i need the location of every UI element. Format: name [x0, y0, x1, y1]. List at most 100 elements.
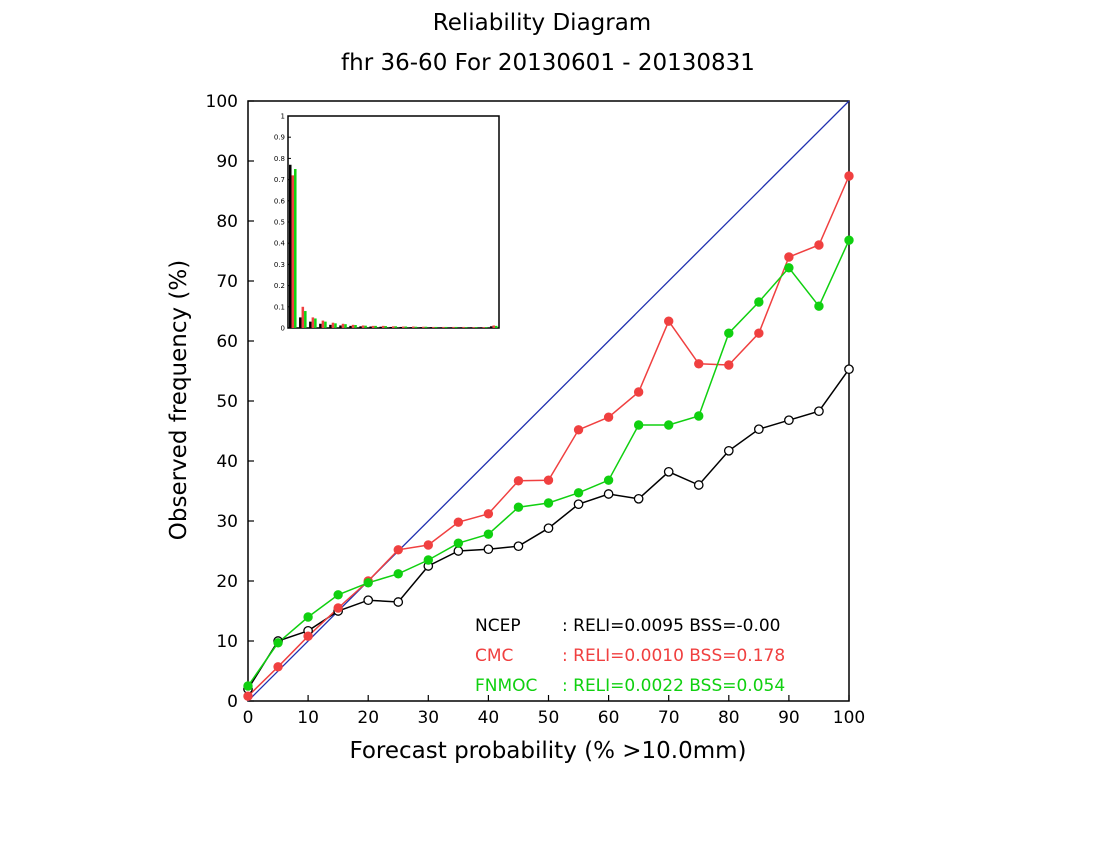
inset-bar-ncep	[489, 326, 493, 328]
inset-bar-cmc	[452, 326, 455, 328]
inset-bar-cmc	[331, 322, 335, 328]
inset-bar-ncep	[419, 327, 423, 328]
data-point-fnmoc	[844, 235, 854, 245]
data-point-ncep	[814, 406, 824, 417]
inset-bar-ncep	[299, 317, 302, 328]
inset-bar-ncep	[359, 326, 362, 328]
x-tick-label: 20	[357, 708, 379, 728]
inset-bar-fnmoc	[454, 326, 458, 328]
data-point-ncep	[844, 364, 854, 375]
inset-y-tick-label: 0.2	[274, 282, 285, 290]
y-axis-label: Observed frequency (%)	[166, 260, 192, 540]
data-point-fnmoc	[273, 638, 283, 648]
legend-name-cmc: CMC	[475, 646, 513, 666]
data-point-cmc	[483, 509, 494, 519]
data-point-fnmoc	[694, 411, 704, 421]
inset-bar-ncep	[339, 325, 342, 328]
inset-bar-fnmoc	[374, 325, 377, 328]
data-point-cmc	[754, 328, 764, 338]
inset-bar-cmc	[422, 326, 425, 328]
y-tick-label: 60	[216, 332, 238, 352]
inset-bar-fnmoc	[344, 324, 347, 328]
x-tick-label: 60	[598, 708, 620, 728]
inset-bar-ncep	[309, 321, 312, 328]
data-point-cmc	[784, 252, 794, 262]
legend-name-fnmoc: FNMOC	[475, 676, 537, 696]
inset-bar-fnmoc	[394, 326, 398, 328]
data-point-ncep	[663, 466, 674, 477]
inset-y-tick-label: 0.6	[274, 197, 286, 205]
inset-bar-fnmoc	[444, 326, 448, 328]
data-point-fnmoc	[784, 263, 794, 273]
y-tick-label: 20	[216, 572, 238, 592]
inset-bar-fnmoc	[424, 326, 428, 328]
data-point-cmc	[603, 412, 614, 422]
inset-bar-fnmoc	[464, 327, 468, 328]
inset-y-tick-label: 0	[281, 325, 285, 333]
data-point-fnmoc	[363, 578, 373, 588]
inset-bar-ncep	[319, 323, 322, 328]
inset-bar-cmc	[492, 325, 495, 328]
data-point-ncep	[543, 523, 554, 534]
x-tick-label: 90	[778, 708, 800, 728]
inset-bar-ncep	[399, 326, 403, 328]
inset-bar-fnmoc	[384, 326, 387, 328]
inset-bar-cmc	[402, 326, 405, 328]
inset-y-tick-label: 0.5	[274, 219, 285, 227]
data-point-fnmoc	[423, 555, 433, 565]
data-point-ncep	[603, 489, 614, 499]
data-point-cmc	[664, 316, 674, 326]
data-point-fnmoc	[573, 488, 584, 498]
inset-bar-cmc	[341, 323, 345, 328]
inset-bar-ncep	[469, 327, 473, 328]
inset-bar-ncep	[289, 164, 292, 328]
inset-bar-fnmoc	[414, 326, 418, 328]
inset-bar-cmc	[371, 325, 375, 328]
data-point-ncep	[784, 415, 794, 426]
data-point-ncep	[483, 544, 494, 555]
legend-name-ncep: NCEP	[475, 616, 521, 636]
data-point-cmc	[573, 425, 584, 435]
data-point-ncep	[723, 445, 734, 456]
x-tick-label: 10	[297, 708, 319, 728]
data-point-fnmoc	[513, 502, 524, 512]
data-point-fnmoc	[754, 297, 764, 307]
data-point-cmc	[303, 631, 313, 641]
x-axis-label: Forecast probability (% >10.0mm)	[349, 738, 746, 764]
inset-bar-ncep	[329, 324, 332, 328]
x-tick-label: 50	[538, 708, 560, 728]
data-point-fnmoc	[483, 529, 494, 539]
x-tick-label: 80	[718, 708, 740, 728]
data-point-cmc	[844, 171, 854, 181]
inset-bar-cmc	[412, 326, 415, 328]
y-tick-label: 0	[227, 692, 238, 712]
data-point-fnmoc	[543, 498, 554, 508]
x-tick-label: 0	[243, 708, 254, 728]
inset-bar-cmc	[291, 175, 295, 328]
inset-bar-cmc	[391, 326, 395, 328]
data-point-ncep	[693, 480, 704, 490]
inset-bar-ncep	[349, 325, 352, 328]
x-tick-label: 30	[417, 708, 439, 728]
inset-bar-ncep	[449, 327, 453, 328]
data-point-fnmoc	[724, 328, 734, 338]
inset-bar-cmc	[381, 325, 385, 328]
y-tick-label: 10	[216, 632, 238, 652]
inset-bar-cmc	[472, 327, 475, 328]
data-point-fnmoc	[633, 420, 644, 430]
data-point-cmc	[513, 476, 524, 486]
inset-y-tick-label: 0.8	[274, 155, 285, 163]
data-point-fnmoc	[243, 681, 253, 691]
inset-bar-fnmoc	[354, 325, 357, 328]
inset-bar-fnmoc	[294, 169, 297, 328]
inset-bar-fnmoc	[334, 323, 337, 328]
inset-bar-fnmoc	[474, 327, 478, 328]
inset-bar-fnmoc	[484, 327, 488, 328]
legend-stats-ncep: : RELI=0.0095 BSS=-0.00	[562, 616, 780, 636]
chart-subtitle: fhr 36-60 For 20130601 - 20130831	[341, 50, 755, 76]
inset-bar-fnmoc	[494, 325, 498, 328]
inset-y-tick-label: 0.4	[274, 240, 286, 248]
inset-bar-cmc	[361, 325, 365, 328]
inset-bar-cmc	[442, 326, 445, 328]
